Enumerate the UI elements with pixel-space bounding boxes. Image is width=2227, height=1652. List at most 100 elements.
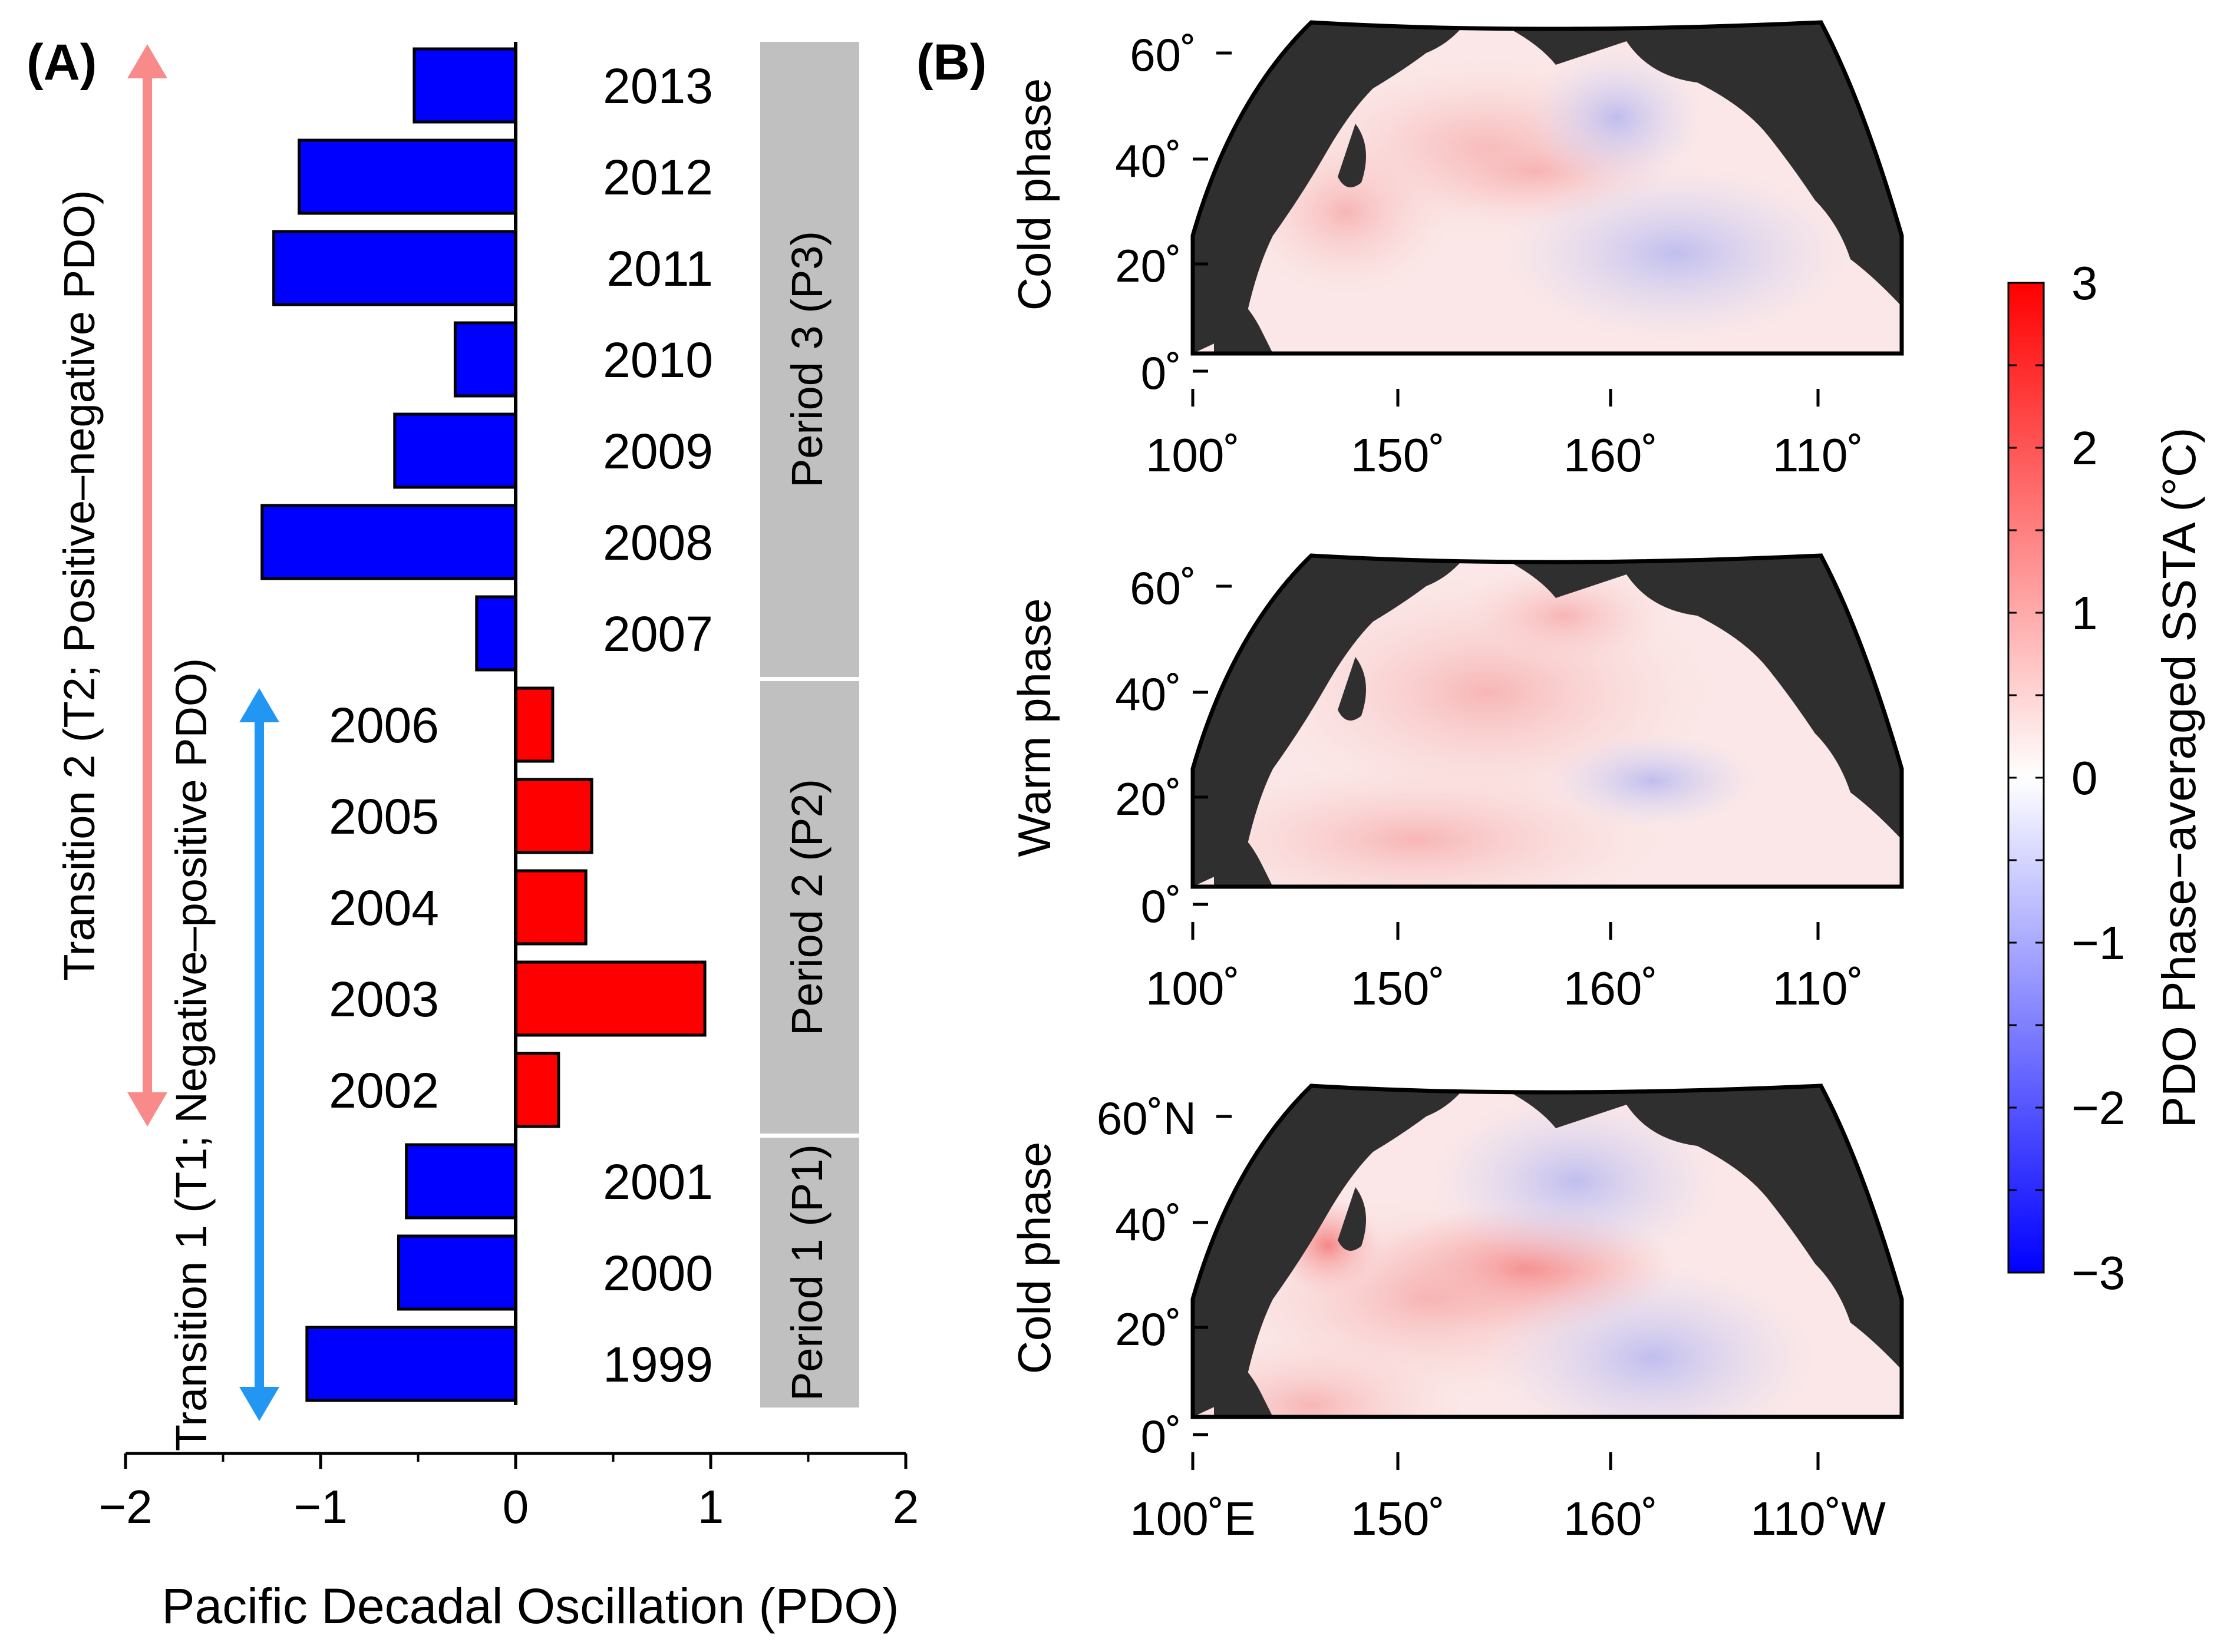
lon-label: 150˚	[1351, 429, 1445, 481]
map-title-1: Cold phase	[1008, 78, 1060, 311]
year-label-2012: 2012	[603, 150, 713, 205]
year-label-2011: 2011	[606, 241, 713, 296]
lat-label: 60˚	[1130, 29, 1196, 81]
period-box-1	[760, 1138, 859, 1407]
lon-label: 160˚	[1563, 429, 1658, 481]
bar-2010	[453, 321, 517, 398]
bar-2006	[514, 686, 555, 763]
colorbar: 3 2 1 0 −1 −2 −3 PDO Phase−averaged SSTA (°C)	[2007, 257, 2205, 1299]
transition-arrowhead-up	[127, 44, 167, 78]
map-content	[1193, 556, 1902, 887]
map-frame	[1190, 20, 1904, 356]
sst-anomaly-region	[1428, 1093, 1723, 1270]
map-panel-2: Warm phase 60˚ 40˚ 20˚ 0˚ 100˚ 150˚ 160˚ 110˚	[1008, 553, 1904, 1015]
land-philippines	[1214, 283, 1273, 353]
transition-label-1: Transition 1 (T1; Negative–positive PDO)	[167, 658, 216, 1451]
transition-label-2: Transition 2 (T2; Positive–negative PDO)	[55, 190, 104, 980]
lat-label: 0˚	[1141, 880, 1182, 932]
period-boxes: Period 1 (P1) Period 2 (P2) Period 3 (P3)	[760, 42, 859, 1407]
bar-2013	[413, 47, 517, 124]
lat-label: 0˚	[1141, 1410, 1182, 1462]
map-title-2: Warm phase	[1008, 598, 1060, 857]
lon-label: 110˚W	[1750, 1492, 1886, 1545]
bar-2011	[272, 230, 517, 306]
x-tick-label: 0	[503, 1481, 529, 1533]
lat-label: 60˚N	[1097, 1092, 1196, 1144]
bar-2001	[405, 1143, 517, 1220]
colorbar-tick-label: −3	[2071, 1247, 2125, 1299]
year-label-2005: 2005	[329, 789, 439, 844]
x-tick-label: 1	[698, 1481, 724, 1533]
colorbar-tick-label: 0	[2071, 752, 2098, 804]
land-philippines	[1214, 1346, 1273, 1417]
bars	[260, 42, 707, 1405]
year-label-2002: 2002	[329, 1063, 439, 1118]
bar-2000	[397, 1234, 517, 1311]
map-panel-3: Cold phase 60˚N 40˚ 20˚ 0˚ 100˚E 150˚ 160˚ 110˚W	[1008, 1083, 1904, 1545]
sst-anomaly-region	[1499, 165, 1853, 342]
panel-b-label: (B)	[916, 34, 987, 91]
panel-a-label: (A)	[27, 34, 97, 91]
lat-label: 20˚	[1115, 240, 1182, 292]
period-label-3: Period 3 (P3)	[783, 231, 832, 488]
transition-arrows: Transition 1 (T1; Negative–positive PDO)…	[55, 44, 279, 1451]
year-label-2003: 2003	[329, 972, 439, 1027]
sst-anomaly-region	[1487, 1264, 1817, 1417]
transition-arrowhead-down	[239, 1387, 279, 1421]
year-label-2001: 2001	[603, 1154, 713, 1210]
map-frame	[1190, 553, 1904, 889]
lat-label: 40˚	[1115, 1198, 1182, 1250]
period-box-2	[760, 681, 859, 1134]
transition-arrow-2: Transition 2 (T2; Positive–negative PDO)	[55, 44, 167, 1126]
year-labels: 1999 2000 2001 2002 2003 2004 2005 2006 2007 2008…	[329, 58, 713, 1392]
bar-1999	[305, 1326, 517, 1402]
colorbar-tick-label: 2	[2071, 422, 2098, 474]
lon-label: 100˚E	[1130, 1492, 1255, 1545]
map-content	[1193, 22, 1902, 353]
lat-label: 0˚	[1141, 347, 1182, 399]
land-north-america	[1473, 1086, 1902, 1370]
lat-label: 20˚	[1115, 773, 1182, 825]
bar-2005	[514, 778, 593, 854]
lon-label: 160˚	[1563, 962, 1658, 1015]
year-label-1999: 1999	[603, 1337, 713, 1392]
land-philippines	[1214, 816, 1273, 887]
bar-2004	[514, 869, 588, 946]
sst-anomaly-region	[1458, 563, 1670, 669]
panel-a-pdo-bar-chart: (A) Period 1 (P1) Period 2 (P2) Period 3 (…	[27, 34, 919, 1634]
sst-anomaly-region	[1193, 763, 1664, 887]
year-label-2009: 2009	[603, 424, 713, 479]
year-label-2006: 2006	[329, 698, 439, 753]
colorbar-tick-label: 3	[2071, 257, 2098, 309]
lat-label: 20˚	[1115, 1303, 1182, 1355]
period-label-2: Period 2 (P2)	[783, 779, 832, 1036]
map-panel-1: Cold phase 60˚ 40˚ 20˚ 0˚ 100˚ 150˚ 160˚ 110˚	[1008, 20, 1904, 481]
x-axis-title: Pacific Decadal Oscillation (PDO)	[161, 1578, 899, 1634]
sst-anomaly-region	[1546, 734, 1758, 828]
bar-2008	[260, 504, 517, 580]
x-tick-label: 2	[893, 1481, 919, 1533]
lon-label: 110˚	[1773, 429, 1863, 481]
lon-label: 150˚	[1351, 962, 1445, 1015]
colorbar-label: PDO Phase−averaged SSTA (°C)	[2153, 428, 2205, 1128]
map-content	[1193, 1086, 1902, 1417]
year-label-2010: 2010	[603, 332, 713, 388]
colorbar-tick-label: −1	[2071, 917, 2125, 969]
land-north-america	[1473, 556, 1902, 840]
year-label-2013: 2013	[603, 58, 713, 114]
land-north-america	[1473, 22, 1902, 306]
land-asia	[1193, 1086, 1473, 1417]
colorbar-tick-label: 1	[2071, 587, 2098, 639]
lon-label: 110˚	[1773, 962, 1863, 1015]
bar-2009	[393, 412, 517, 489]
year-label-2008: 2008	[603, 515, 713, 570]
lon-label: 150˚	[1351, 1492, 1445, 1545]
x-tick-label: −1	[293, 1481, 347, 1533]
land-japan	[1338, 657, 1366, 721]
lat-label: 40˚	[1115, 668, 1182, 720]
x-tick-label: −2	[98, 1481, 152, 1533]
transition-arrow-1: Transition 1 (T1; Negative–positive PDO)	[167, 658, 279, 1451]
